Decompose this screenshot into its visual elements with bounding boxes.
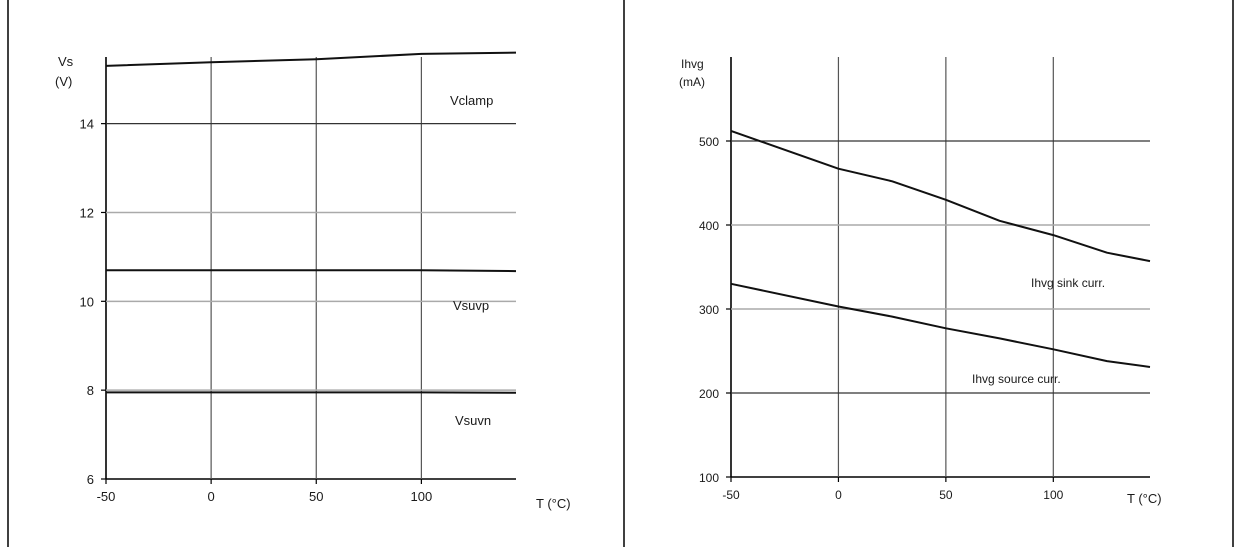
series-lines bbox=[105, 51, 517, 394]
y-tick-label: 200 bbox=[699, 387, 719, 401]
y-axis-title: Ihvg bbox=[681, 57, 704, 71]
y-axis-title: Vs bbox=[58, 54, 74, 69]
y-tick-label: 400 bbox=[699, 219, 719, 233]
series-label-sink: Ihvg sink curr. bbox=[1031, 276, 1105, 290]
y-tick-label: 10 bbox=[80, 294, 94, 309]
series-line-0 bbox=[730, 129, 1151, 263]
x-tick-label: 0 bbox=[835, 488, 842, 502]
series-label-vsuvn: Vsuvn bbox=[455, 413, 491, 428]
grid bbox=[101, 57, 516, 484]
tick-labels: -50 0 50 100 6 8 10 12 14 bbox=[80, 117, 433, 504]
chart-vs: Vs (V) T (°C) -50 0 50 100 6 8 10 12 14 Vclamp V… bbox=[55, 51, 571, 511]
x-tick-label: -50 bbox=[722, 488, 740, 502]
y-tick-label: 12 bbox=[80, 205, 94, 220]
y-tick-label: 500 bbox=[699, 135, 719, 149]
x-tick-label: 50 bbox=[309, 489, 323, 504]
y-axis-unit: (mA) bbox=[679, 75, 705, 89]
y-tick-label: 6 bbox=[87, 472, 94, 487]
y-tick-label: 100 bbox=[699, 471, 719, 485]
series-line-1 bbox=[730, 282, 1151, 368]
series-line-0 bbox=[105, 51, 517, 67]
grid bbox=[726, 57, 1150, 482]
x-tick-label: -50 bbox=[97, 489, 116, 504]
x-tick-label: 50 bbox=[939, 488, 953, 502]
x-tick-label: 100 bbox=[1043, 488, 1063, 502]
series-label-vsuvp: Vsuvp bbox=[453, 298, 489, 313]
series-line-1 bbox=[106, 269, 517, 273]
y-tick-label: 300 bbox=[699, 303, 719, 317]
x-tick-label: 0 bbox=[208, 489, 215, 504]
tick-labels: -50 0 50 100 100 200 300 400 500 bbox=[699, 135, 1064, 502]
chart-ihvg: Ihvg (mA) T (°C) -50 0 50 100 100 200 300 400 50… bbox=[679, 57, 1162, 506]
series-label-source: Ihvg source curr. bbox=[972, 372, 1061, 386]
y-axis-unit: (V) bbox=[55, 74, 72, 89]
series-lines bbox=[730, 129, 1151, 368]
y-tick-label: 8 bbox=[87, 383, 94, 398]
series-label-vclamp: Vclamp bbox=[450, 93, 493, 108]
x-axis-title: T (°C) bbox=[536, 496, 571, 511]
y-tick-label: 14 bbox=[80, 117, 94, 132]
x-axis-title: T (°C) bbox=[1127, 491, 1162, 506]
x-tick-label: 100 bbox=[411, 489, 433, 504]
